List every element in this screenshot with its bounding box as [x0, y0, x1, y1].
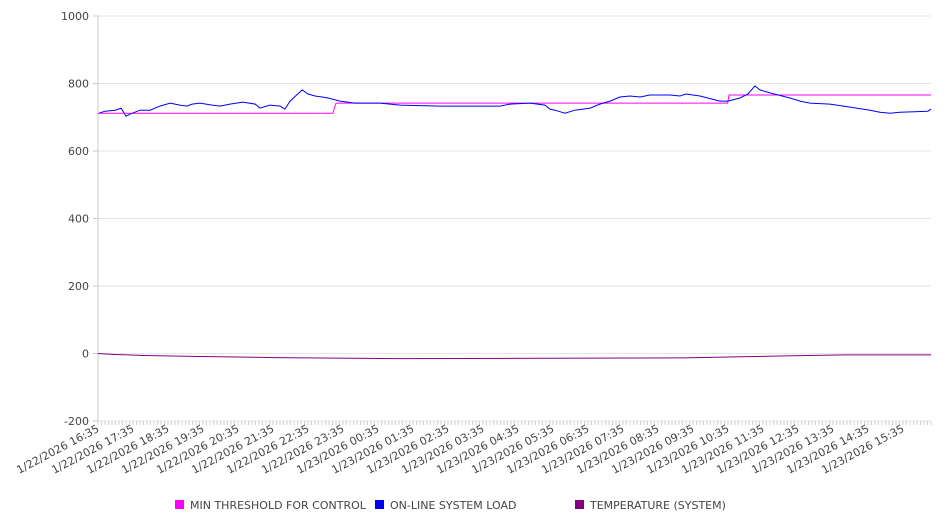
y-tick-label: -200 — [64, 415, 89, 428]
legend-swatch — [575, 500, 584, 509]
legend-swatch — [375, 500, 384, 509]
y-tick-label: 400 — [68, 213, 89, 226]
y-tick-label: 200 — [68, 280, 89, 293]
y-tick-label: 800 — [68, 78, 89, 91]
x-axis-tick-labels: 1/22/2026 16:351/22/2026 17:351/22/2026 … — [14, 422, 906, 476]
legend-swatch — [175, 500, 184, 509]
y-tick-label: 0 — [82, 348, 89, 361]
y-tick-label: 1000 — [61, 10, 89, 23]
y-tick-label: 600 — [68, 145, 89, 158]
grid-lines — [98, 15, 931, 422]
legend-label: MIN THRESHOLD FOR CONTROL — [190, 499, 367, 512]
y-axis-ticks: 1000 800 600 400 200 0 -200 — [61, 10, 98, 428]
legend: MIN THRESHOLD FOR CONTROL ON-LINE SYSTEM … — [175, 499, 726, 512]
legend-label: ON-LINE SYSTEM LOAD — [390, 499, 516, 512]
series-line-on-line-system-load — [98, 85, 932, 117]
series-lines — [97, 85, 932, 360]
legend-label: TEMPERATURE (SYSTEM) — [589, 499, 726, 512]
series-line-temperature-system — [97, 353, 931, 360]
x-axis-minor-ticks — [97, 421, 932, 425]
